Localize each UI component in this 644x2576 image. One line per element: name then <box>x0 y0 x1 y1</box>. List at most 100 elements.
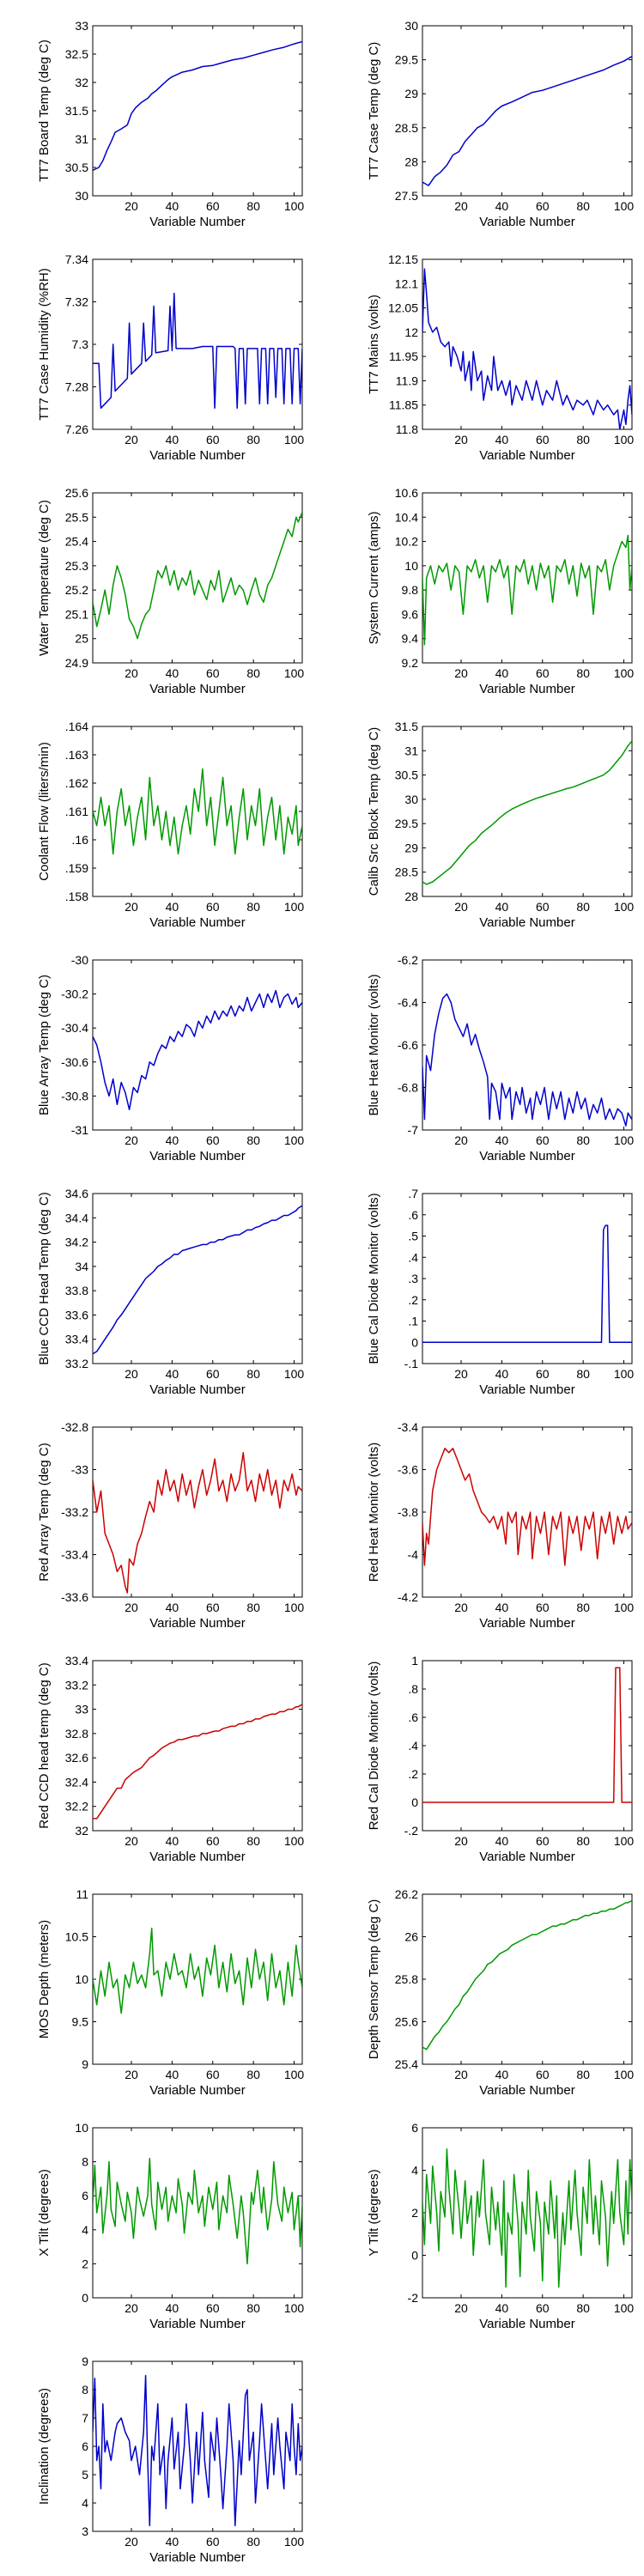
x-tick-label: 60 <box>206 900 220 914</box>
y-tick-label: .161 <box>65 805 88 818</box>
y-tick-label: 25.4 <box>395 2057 418 2071</box>
x-tick-label: 20 <box>454 666 468 680</box>
series-line-0 <box>422 1224 632 1344</box>
x-tick-label: 100 <box>614 1834 635 1848</box>
x-tick-label: 40 <box>166 900 179 914</box>
y-tick-label: .4 <box>408 1739 418 1753</box>
x-tick-label: 100 <box>614 666 635 680</box>
plot-frame <box>422 1426 633 1598</box>
y-tick-label: 9.4 <box>402 632 419 646</box>
y-axis-label: Y Tilt (degrees) <box>367 2169 381 2256</box>
y-tick-label: -31 <box>71 1123 88 1137</box>
x-axis-label: Variable Number <box>149 682 245 696</box>
y-axis-label: Blue Cal Diode Monitor (volts) <box>367 1193 381 1364</box>
y-tick-label: 25.1 <box>65 607 88 621</box>
y-tick-label: 9 <box>82 2354 88 2368</box>
y-tick-label: 4 <box>82 2496 88 2510</box>
y-tick-label: 30.5 <box>65 161 88 174</box>
x-tick-label: 40 <box>166 1834 179 1848</box>
x-tick-label: 100 <box>284 1133 305 1147</box>
x-tick-label: 100 <box>284 2301 305 2315</box>
plot-frame <box>92 1893 303 2065</box>
y-tick-label: -33.6 <box>61 1590 88 1604</box>
y-tick-label: 4 <box>82 2223 88 2237</box>
y-tick-label: .7 <box>408 1187 418 1200</box>
x-tick-label: 80 <box>246 1601 260 1614</box>
y-axis-label: Water Temperature (deg C) <box>37 500 52 656</box>
chart-panel-19: 20 40 60 80 100 -2 0 2 4 6 Variable Number Y Tilt (… <box>367 2121 634 2331</box>
y-tick-label: 9.8 <box>402 583 419 597</box>
y-tick-label: 32.2 <box>65 1800 88 1814</box>
y-tick-label: 28 <box>404 155 418 168</box>
y-tick-label: .164 <box>65 720 88 733</box>
x-tick-label: 40 <box>495 2068 509 2081</box>
x-axis-label: Variable Number <box>149 215 245 229</box>
y-tick-label: 8 <box>82 2155 88 2169</box>
x-tick-label: 80 <box>576 1367 590 1381</box>
y-tick-label: -6.6 <box>398 1038 418 1052</box>
x-tick-label: 100 <box>284 666 305 680</box>
x-axis-label: Variable Number <box>479 2083 574 2098</box>
x-tick-label: 100 <box>614 900 635 914</box>
x-axis-label: Variable Number <box>149 448 245 463</box>
y-tick-label: 7 <box>82 2411 88 2425</box>
y-axis-label: Calib Src Block Temp (deg C) <box>367 727 381 896</box>
x-tick-label: 100 <box>284 2068 305 2081</box>
x-tick-label: 80 <box>246 433 260 447</box>
series-line-0 <box>422 1667 632 1803</box>
x-tick-label: 60 <box>536 1133 550 1147</box>
y-tick-label: 31 <box>404 744 418 757</box>
y-tick-label: 32 <box>75 1824 88 1838</box>
x-tick-label: 60 <box>206 2301 220 2315</box>
chart-panel-14: 20 40 60 80 100 32 32.2 32.4 32.6 32.8 33 33.2 33.4 V… <box>37 1654 304 1864</box>
x-axis-label: Variable Number <box>479 1382 574 1397</box>
x-tick-label: 20 <box>125 1601 138 1614</box>
y-axis-label: TT7 Case Temp (deg C) <box>367 42 381 180</box>
x-axis-label: Variable Number <box>479 915 574 930</box>
x-tick-label: 40 <box>166 1367 179 1381</box>
x-tick-label: 60 <box>206 1601 220 1614</box>
x-tick-label: 60 <box>206 1834 220 1848</box>
y-tick-label: 28.5 <box>395 121 418 135</box>
x-axis-label: Variable Number <box>149 1149 245 1163</box>
x-tick-label: 80 <box>246 2301 260 2315</box>
x-tick-label: 60 <box>536 433 550 447</box>
x-tick-label: 60 <box>206 1367 220 1381</box>
chart-panel-11: 20 40 60 80 100 -.1 0 .1 .2 .3 .4 .5 .6 .7 Variable Nu… <box>367 1187 634 1397</box>
y-tick-label: 33.8 <box>65 1284 88 1297</box>
x-tick-label: 80 <box>246 2068 260 2081</box>
y-tick-label: .6 <box>408 1710 418 1724</box>
series-line-0 <box>93 512 302 640</box>
series-line-0 <box>93 768 302 855</box>
plot-frame <box>92 1193 303 1364</box>
y-tick-label: 2 <box>411 2206 418 2220</box>
x-tick-label: 60 <box>536 2301 550 2315</box>
y-tick-label: -4 <box>408 1548 419 1562</box>
x-tick-label: 60 <box>206 666 220 680</box>
x-tick-label: 20 <box>454 1133 468 1147</box>
x-tick-label: 40 <box>495 199 509 213</box>
x-tick-label: 100 <box>614 1367 635 1381</box>
series-line-0 <box>93 292 302 410</box>
y-tick-label: 0 <box>411 2249 418 2263</box>
x-tick-label: 100 <box>284 2535 305 2549</box>
y-tick-label: 25.4 <box>65 535 88 549</box>
y-tick-label: 31 <box>75 132 88 146</box>
y-tick-label: .163 <box>65 748 88 762</box>
y-tick-label: 32.5 <box>65 47 88 61</box>
x-tick-label: 40 <box>495 433 509 447</box>
y-tick-label: .162 <box>65 776 88 790</box>
y-tick-label: .4 <box>408 1250 418 1264</box>
x-tick-label: 80 <box>576 1133 590 1147</box>
y-tick-label: .1 <box>408 1315 418 1328</box>
x-tick-label: 100 <box>284 1601 305 1614</box>
x-tick-label: 20 <box>125 1834 138 1848</box>
chart-panel-0: 20 40 60 80 100 30 30.5 31 31.5 32 32.5 33 Variable … <box>37 19 304 229</box>
y-tick-label: 0 <box>411 1795 418 1809</box>
y-tick-label: 10 <box>75 1972 88 1986</box>
chart-panel-16: 20 40 60 80 100 9 9.5 10 10.5 11 Variable Number MO… <box>37 1887 304 2098</box>
series-line-0 <box>93 1704 302 1820</box>
y-tick-label: -33.4 <box>61 1548 88 1562</box>
y-tick-label: 2 <box>82 2257 88 2270</box>
x-tick-label: 20 <box>125 2068 138 2081</box>
